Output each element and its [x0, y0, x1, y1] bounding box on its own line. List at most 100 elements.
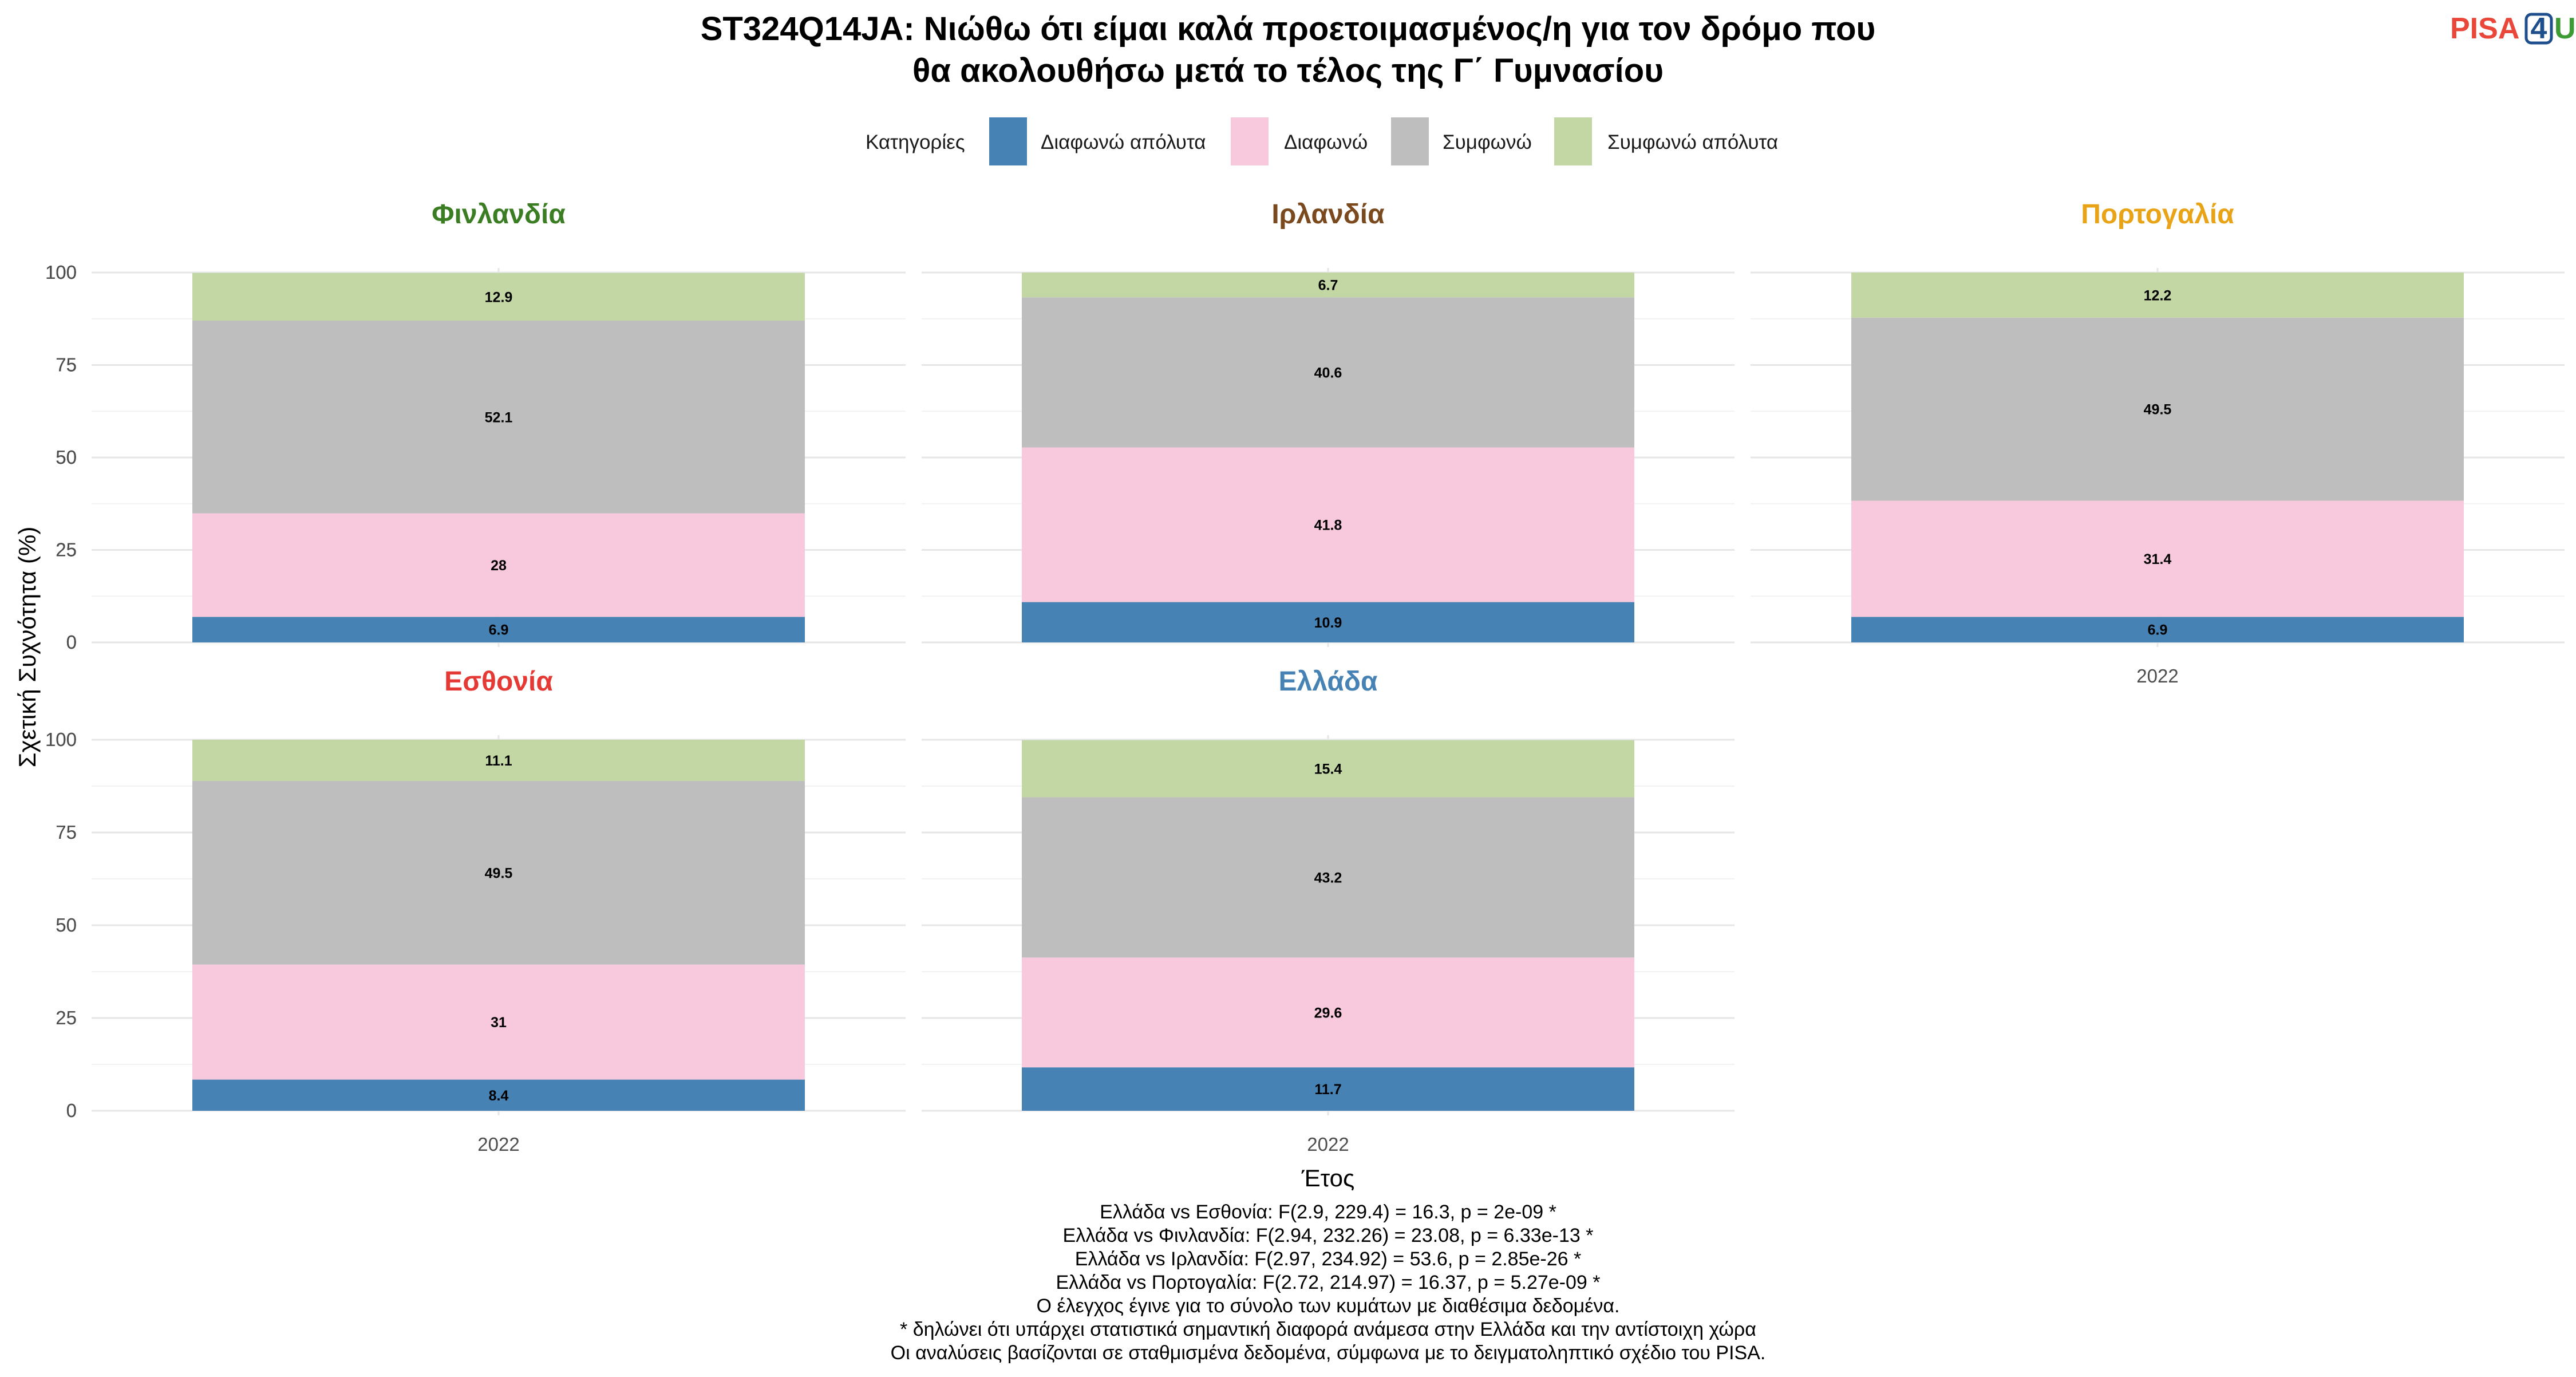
bar-segment-strongly-agree [192, 273, 805, 321]
legend-swatch-strongly-agree [1554, 117, 1592, 165]
data-label: 12.9 [485, 289, 513, 305]
data-label: 6.9 [2148, 622, 2168, 638]
bar-segment-disagree [192, 513, 805, 617]
facet-panel: 0 25 50 75 100 Πορτογαλία 6.9 31.4 49.5 12.2 2022 [45, 199, 2565, 686]
bar-segment-strongly-agree [1851, 273, 2464, 318]
y-tick-label: 25 [56, 1007, 77, 1028]
data-label: 41.8 [1314, 518, 1342, 534]
data-label: 52.1 [485, 409, 513, 425]
y-tick-label: 100 [45, 262, 77, 283]
data-label: 29.6 [1314, 1005, 1342, 1021]
bar-segment-disagree [1022, 447, 1634, 602]
legend-swatch-strongly-disagree [989, 117, 1027, 165]
data-label: 6.7 [1318, 278, 1338, 294]
legend-label-strongly-agree: Συμφωνώ απόλυτα [1607, 131, 1778, 153]
data-label: 15.4 [1314, 762, 1342, 778]
bar-segment-agree [1022, 797, 1634, 958]
y-tick-label: 25 [56, 1007, 77, 1028]
logo-u-text: U [2554, 12, 2576, 45]
data-label: 40.6 [1314, 365, 1342, 381]
caption: Ελλάδα vs Εσθονία: F(2.9, 229.4) = 16.3,… [891, 1201, 1766, 1364]
legend-label-agree: Συμφωνώ [1443, 131, 1532, 153]
y-tick-label: 100 [45, 262, 77, 283]
bar-segment-strongly-disagree [1022, 1067, 1634, 1111]
y-axis-title: Σχετική Συχνότητα (%) [14, 527, 41, 768]
logo-pisa-text: PISA [2450, 12, 2519, 45]
caption-line: Ελλάδα vs Φινλανδία: F(2.94, 232.26) = 2… [1063, 1225, 1594, 1246]
bar-segment-strongly-agree [192, 740, 805, 781]
legend: Κατηγορίες Διαφωνώ απόλυτα Διαφωνώ Συμφω… [866, 117, 1778, 165]
facet-title: Πορτογαλία [2081, 199, 2234, 230]
facet-panels: 0 25 50 75 100 Φινλανδία 6.9 28 52.1 12.9 0 25 50 75 1… [45, 199, 2565, 1155]
y-tick-label: 50 [56, 914, 77, 936]
facet-title: Εσθονία [444, 666, 553, 697]
y-tick-label: 50 [56, 447, 77, 468]
y-tick-label: 0 [66, 632, 77, 653]
legend-swatch-disagree [1231, 117, 1269, 165]
bar-segment-strongly-agree [1022, 273, 1634, 298]
y-tick-label: 25 [56, 539, 77, 561]
y-tick-label: 0 [66, 632, 77, 653]
y-tick-label: 75 [56, 822, 77, 843]
bar-segment-disagree [1022, 957, 1634, 1068]
y-tick-label: 75 [56, 354, 77, 376]
data-label: 49.5 [485, 865, 513, 881]
y-tick-label: 0 [66, 1100, 77, 1121]
y-tick-label: 50 [56, 447, 77, 468]
data-label: 49.5 [2144, 402, 2172, 418]
y-tick-label: 75 [56, 354, 77, 376]
logo-four-text: 4 [2531, 12, 2547, 45]
caption-line: Ελλάδα vs Εσθονία: F(2.9, 229.4) = 16.3,… [1100, 1201, 1556, 1223]
bar-segment-agree [1022, 297, 1634, 448]
y-tick-label: 75 [56, 822, 77, 843]
facet-panel: 0 25 50 75 100 Ιρλανδία 10.9 41.8 40.6 6.7 [45, 199, 1735, 653]
facet-panel: 0 25 50 75 100 Εσθονία 8.4 31 49.5 11.1 2022 [45, 666, 906, 1155]
x-tick-label: 2022 [2136, 665, 2178, 686]
data-label: 28 [491, 558, 507, 574]
bar-segment-strongly-agree [1022, 740, 1634, 798]
caption-line: Ο έλεγχος έγινε για το σύνολο των κυμάτω… [1037, 1295, 1620, 1317]
pisa4u-logo: PISA 4 U [2450, 12, 2576, 45]
bar-segment-strongly-disagree [192, 617, 805, 642]
data-label: 11.7 [1314, 1082, 1341, 1098]
bar-segment-agree [192, 320, 805, 514]
data-label: 43.2 [1314, 870, 1342, 886]
bar-segment-strongly-disagree [1022, 602, 1634, 642]
bar-segment-disagree [1851, 500, 2464, 617]
chart-title-line-2: θα ακολουθήσω μετά το τέλος της Γ΄ Γυμνα… [912, 52, 1664, 89]
bar-segment-disagree [192, 964, 805, 1080]
legend-swatch-agree [1391, 117, 1429, 165]
legend-label-strongly-disagree: Διαφωνώ απόλυτα [1041, 131, 1206, 153]
y-tick-label: 0 [66, 1100, 77, 1121]
caption-line: Ελλάδα vs Πορτογαλία: F(2.72, 214.97) = … [1056, 1272, 1601, 1293]
bar-segment-agree [1851, 317, 2464, 501]
facet-panel: 0 25 50 75 100 Ελλάδα 11.7 29.6 43.2 15.4 2022 [45, 666, 1735, 1155]
y-tick-label: 100 [45, 262, 77, 283]
facet-title: Φινλανδία [432, 199, 566, 230]
facet-title: Ελλάδα [1279, 666, 1378, 697]
data-label: 10.9 [1314, 615, 1342, 631]
data-label: 11.1 [485, 753, 512, 769]
y-tick-label: 50 [56, 447, 77, 468]
data-label: 12.2 [2144, 287, 2172, 303]
data-label: 6.9 [489, 622, 509, 638]
x-tick-label: 2022 [1307, 1134, 1349, 1155]
y-tick-label: 0 [66, 632, 77, 653]
logo-box [2524, 13, 2553, 45]
chart-title-line-1: ST324Q14JA: Νιώθω ότι είμαι καλά προετοι… [701, 10, 1876, 48]
facet-title: Ιρλανδία [1271, 199, 1385, 230]
x-tick-label: 2022 [477, 1134, 519, 1155]
caption-line: Ελλάδα vs Ιρλανδία: F(2.97, 234.92) = 53… [1075, 1248, 1581, 1270]
bar-segment-agree [192, 780, 805, 965]
legend-label-disagree: Διαφωνώ [1284, 131, 1368, 153]
data-label: 31.4 [2144, 551, 2172, 567]
data-label: 8.4 [489, 1088, 509, 1104]
caption-line: Οι αναλύσεις βασίζονται σε σταθμισμένα δ… [891, 1342, 1766, 1364]
facet-panel: 0 25 50 75 100 Φινλανδία 6.9 28 52.1 12.9 [45, 199, 906, 653]
legend-title: Κατηγορίες [866, 131, 965, 153]
x-axis-title: Έτος [1301, 1165, 1355, 1191]
bar-segment-strongly-disagree [192, 1079, 805, 1111]
bar-segment-strongly-disagree [1851, 617, 2464, 642]
y-tick-label: 100 [45, 729, 77, 750]
